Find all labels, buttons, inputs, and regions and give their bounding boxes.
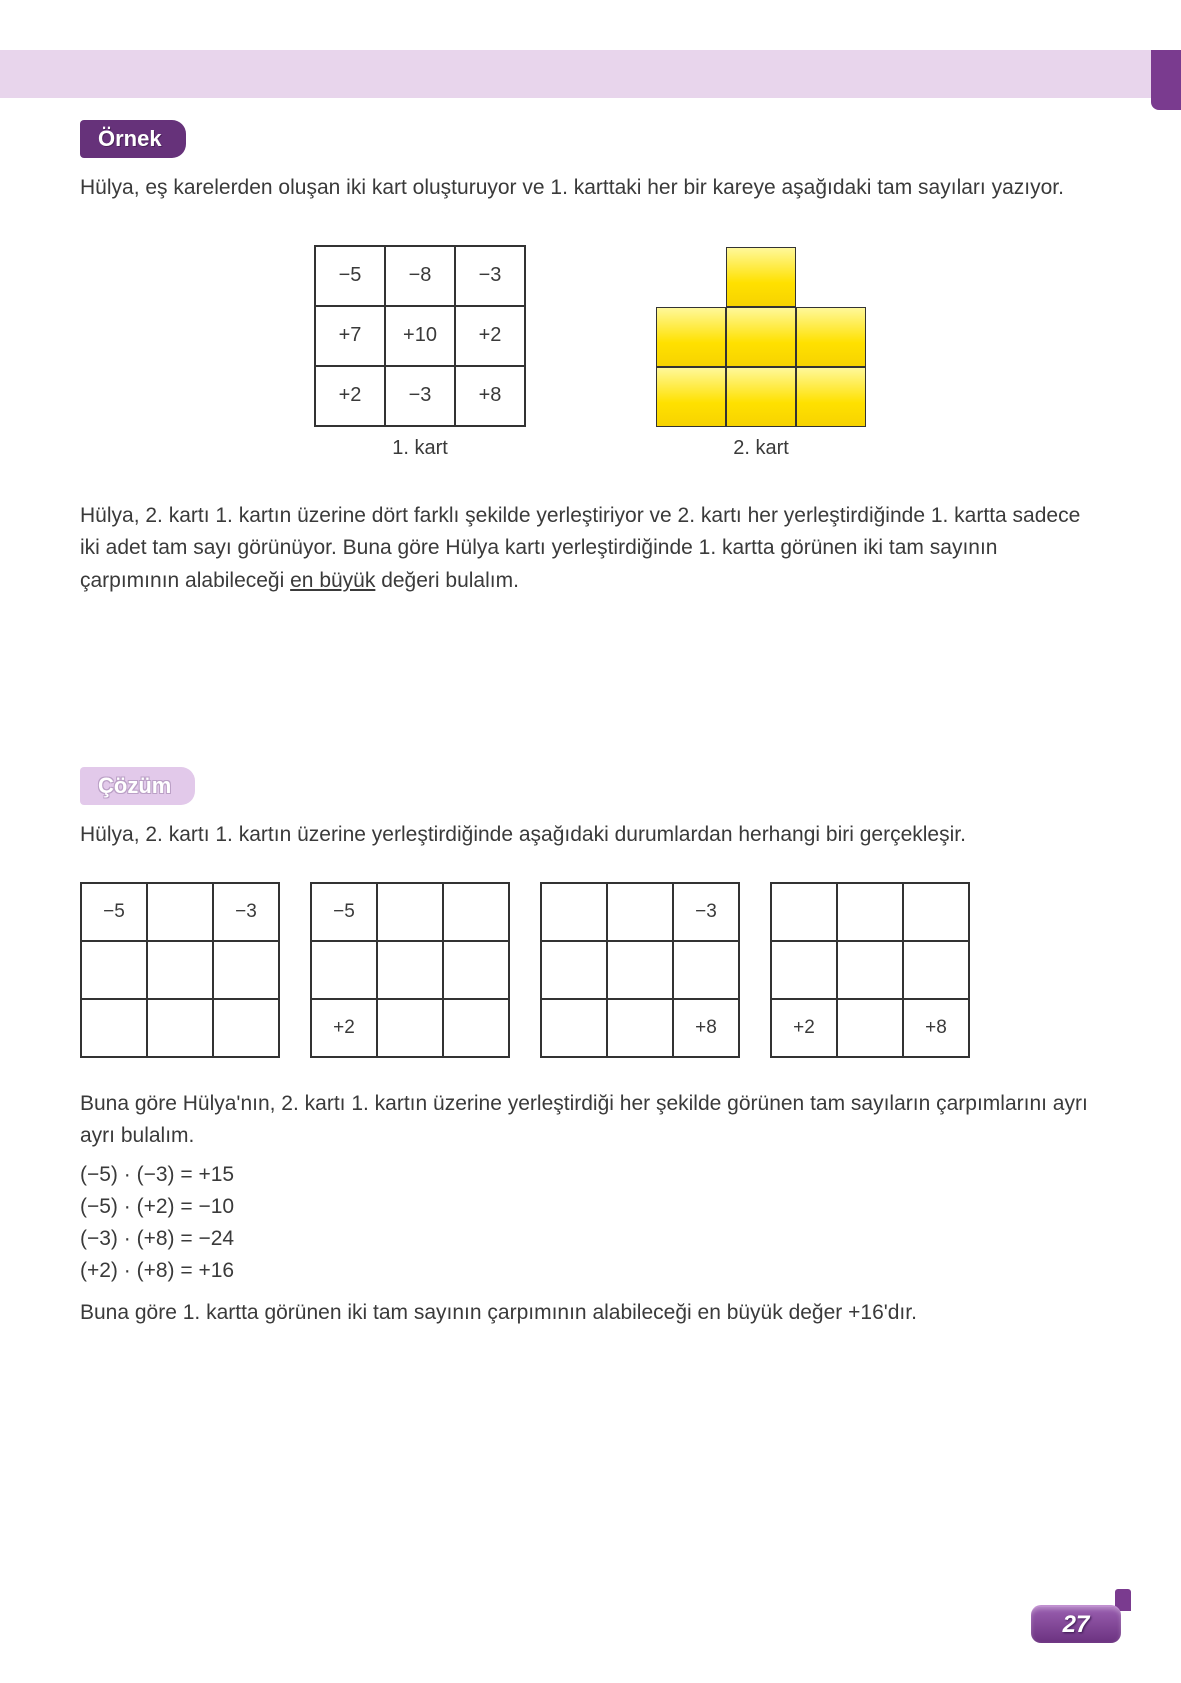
solution-cell [443, 941, 509, 999]
solution-grid: −3 +8 [540, 882, 740, 1058]
calc-intro: Buna göre Hülya'nın, 2. kartı 1. kartın … [80, 1088, 1100, 1153]
equation-line: (−3) · (+8) = −24 [80, 1227, 1100, 1251]
mid-text: Hülya, 2. kartı 1. kartın üzerine dört f… [80, 500, 1100, 598]
solution-cell [607, 883, 673, 941]
kart2-cell [656, 307, 726, 367]
solution-cell: +8 [903, 999, 969, 1057]
kart2-cell [796, 307, 866, 367]
solution-cell [837, 941, 903, 999]
kart2-wrap: 2. kart [656, 247, 866, 460]
kart2-label: 2. kart [656, 437, 866, 460]
solution-cell: −3 [213, 883, 279, 941]
page-content: Örnek Hülya, eş karelerden oluşan iki ka… [80, 120, 1100, 1339]
solution-cell [377, 999, 443, 1057]
solution-cell [81, 941, 147, 999]
solution-grid: −5 +2 [310, 882, 510, 1058]
solution-cell [213, 999, 279, 1057]
kart2-cell [656, 247, 726, 307]
ornek-pill: Örnek [80, 120, 186, 158]
kart2-cell [796, 367, 866, 427]
solution-cell: +8 [673, 999, 739, 1057]
solution-cell [147, 941, 213, 999]
solution-cell: −5 [311, 883, 377, 941]
kart1-cell: +8 [455, 366, 525, 426]
kart1-cell: +2 [315, 366, 385, 426]
kart1-cell: −3 [385, 366, 455, 426]
kart1-cell: −5 [315, 246, 385, 306]
cozum-pill: Çözüm [80, 767, 195, 805]
equations-block: (−5) · (−3) = +15 (−5) · (+2) = −10 (−3) ·… [80, 1163, 1100, 1283]
header-band [0, 50, 1181, 98]
kart2-cell [726, 367, 796, 427]
equation-line: (−5) · (−3) = +15 [80, 1163, 1100, 1187]
kart1-cell: +10 [385, 306, 455, 366]
solution-cell [771, 941, 837, 999]
kart2-cell [796, 247, 866, 307]
kart1-cell: +2 [455, 306, 525, 366]
mid-text-after: değeri bulalım. [375, 569, 519, 592]
equation-line: (+2) · (+8) = +16 [80, 1259, 1100, 1283]
kart1-cell: +7 [315, 306, 385, 366]
solution-grid: −5 −3 [80, 882, 280, 1058]
kart1-cell: −3 [455, 246, 525, 306]
solution-cell [541, 941, 607, 999]
solution-cell [311, 941, 377, 999]
mid-text-underlined: en büyük [290, 569, 375, 592]
solution-cell: +2 [771, 999, 837, 1057]
solution-cell [377, 883, 443, 941]
solution-cell [213, 941, 279, 999]
solution-cell [443, 883, 509, 941]
equation-line: (−5) · (+2) = −10 [80, 1195, 1100, 1219]
solution-cell [147, 999, 213, 1057]
kart2-cell [656, 367, 726, 427]
intro-text: Hülya, eş karelerden oluşan iki kart olu… [80, 172, 1100, 205]
kart1-label: 1. kart [314, 437, 526, 460]
solution-cell: +2 [311, 999, 377, 1057]
solution-grid: +2 +8 [770, 882, 970, 1058]
solution-cell [837, 883, 903, 941]
solution-cell [147, 883, 213, 941]
mid-text-before: Hülya, 2. kartı 1. kartın üzerine dört f… [80, 504, 1080, 592]
kart1-wrap: −5−8−3+7+10+2+2−3+8 1. kart [314, 245, 526, 460]
solution-cell [607, 941, 673, 999]
kart2-shape [656, 247, 866, 427]
solution-cell [771, 883, 837, 941]
solution-cell [541, 883, 607, 941]
solution-cell [673, 941, 739, 999]
solution-cell [607, 999, 673, 1057]
solution-cell: −5 [81, 883, 147, 941]
solution-cell [377, 941, 443, 999]
solution-grids-row: −5 −3 −5 +2 −3 +8 +2 +8 [80, 882, 1100, 1058]
solution-cell [81, 999, 147, 1057]
solution-cell [903, 883, 969, 941]
conclusion-text: Buna göre 1. kartta görünen iki tam sayı… [80, 1297, 1100, 1330]
solution-cell [837, 999, 903, 1057]
solution-cell [541, 999, 607, 1057]
header-tab [1151, 50, 1181, 110]
kart2-cell [726, 307, 796, 367]
kart2-cell [726, 247, 796, 307]
cards-row: −5−8−3+7+10+2+2−3+8 1. kart 2. kart [80, 245, 1100, 460]
solution-cell: −3 [673, 883, 739, 941]
kart1-cell: −8 [385, 246, 455, 306]
kart1-grid: −5−8−3+7+10+2+2−3+8 [314, 245, 526, 427]
page-number: 27 [1031, 1605, 1121, 1643]
cozum-intro: Hülya, 2. kartı 1. kartın üzerine yerleş… [80, 819, 1100, 852]
solution-cell [443, 999, 509, 1057]
solution-cell [903, 941, 969, 999]
